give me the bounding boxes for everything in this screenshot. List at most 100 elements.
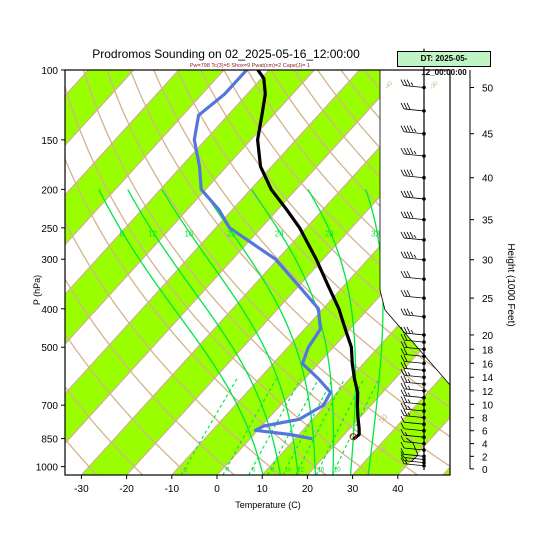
height-tick-label: 16 [482, 359, 494, 370]
wind-barb-flag [400, 251, 405, 258]
wind-point [422, 368, 426, 373]
mixing-ratio-lines [180, 378, 380, 475]
moist-adiabat-label: 28 [325, 230, 334, 239]
wind-barb-shaft [403, 381, 425, 385]
wind-barb-flag [406, 169, 411, 176]
p-tick-label: 250 [41, 224, 58, 235]
dry-adiabat [223, 70, 450, 325]
wind-barb-half [413, 234, 417, 239]
wind-barb-flag [403, 333, 408, 341]
wind-barb-shaft [403, 353, 425, 357]
mixing-ratio-label: 10 [285, 467, 292, 473]
mixing-ratio-label: 20 [334, 467, 341, 473]
mixing-ratio-line [267, 378, 320, 475]
wind-barb-shaft [403, 131, 425, 135]
wind-barb-flag [400, 416, 405, 423]
dry-adiabat [65, 438, 98, 475]
wind-barb-flag [400, 402, 405, 410]
mixing-ratio-label: 16 [318, 467, 325, 473]
wind-barb-flag [409, 211, 414, 218]
height-tick-label: 25 [482, 294, 494, 305]
dry-adiabat [199, 70, 450, 352]
wind-point [422, 409, 426, 413]
moist-adiabat [202, 189, 317, 475]
wind-barb-flag [406, 125, 411, 132]
wind-barb-flag [406, 79, 411, 86]
sounding-profiles [192, 70, 361, 441]
height-tick-label: 6 [482, 427, 488, 438]
wind-barb-flag [400, 211, 405, 218]
wind-point [422, 460, 426, 465]
mixing-ratio-line [222, 378, 277, 475]
wind-barb-flag [406, 270, 411, 278]
height-tick-label: 18 [482, 345, 494, 356]
dry-adiabat [0, 70, 51, 475]
isotherm [65, 70, 135, 147]
wind-barb-flag [400, 355, 405, 362]
wind-barb-flag [409, 147, 414, 155]
wind-barb-flag [403, 211, 408, 218]
p-tick-label: 700 [41, 401, 58, 412]
wind-barb-shaft [403, 447, 425, 451]
height-tick-label: 0 [482, 465, 488, 476]
chart-subtitle: Pw=798 Tc(3)=5 Shox=9 Pwat(cm)=2 Cape(J)… [190, 63, 310, 69]
mixing-ratio-line [315, 378, 365, 475]
wind-point [422, 354, 426, 359]
wind-barb-flag [403, 355, 408, 362]
wind-barb-flag [400, 169, 405, 176]
wind-barb-shaft [403, 415, 425, 419]
wind-barb-shaft [403, 453, 425, 457]
wind-barb-flag [400, 396, 405, 403]
p-tick-label: 400 [41, 305, 58, 316]
wind-barb-shaft [403, 421, 425, 425]
wind-barb-flag [403, 375, 408, 383]
moist-adiabat-label: 16 [184, 230, 193, 239]
wind-barb-flag [406, 231, 411, 239]
isotherm [65, 70, 406, 445]
height-tick-label: 8 [482, 414, 488, 425]
wind-barb-flag [403, 190, 408, 198]
wind-barb-flag [400, 125, 405, 132]
dry-adiabat [65, 157, 327, 475]
isotherm [65, 70, 180, 196]
wind-panel [379, 48, 451, 471]
x-axis-label: Temperature (C) [235, 500, 301, 510]
wind-barb-flag [403, 341, 408, 348]
p-tick-label: 300 [41, 255, 58, 266]
wind-barb-flag [400, 422, 405, 429]
isotherm-lines [65, 70, 450, 475]
wind-barb-flag [400, 231, 405, 239]
wind-barb-flag [400, 454, 405, 461]
moist-adiabat-label: 32 [371, 230, 380, 239]
height-tick-label: 50 [482, 84, 494, 95]
wind-barb-flag [409, 251, 414, 258]
moist-adiabat-label: 20 [227, 230, 236, 239]
wind-barb-flag [406, 211, 411, 218]
wind-barb-shaft [403, 428, 425, 432]
wind-barb-flag [403, 102, 408, 110]
dry-adiabat [82, 70, 419, 475]
wind-barb-flag [400, 382, 405, 390]
moist-adiabat-label: 8 [120, 230, 125, 239]
isotherm [65, 70, 270, 296]
wind-barb-flag [403, 382, 408, 390]
wind-barb-shaft [403, 374, 425, 378]
wind-barb-flag [400, 409, 405, 416]
wind-barb-flag [403, 402, 408, 410]
mixing-ratio-label: 12 [297, 467, 304, 473]
surface-marker [349, 433, 357, 441]
wind-point [422, 257, 426, 262]
wind-barb-shaft [403, 295, 425, 299]
wind-barb-flag [400, 102, 405, 110]
wind-barb-flag [403, 348, 408, 355]
isotherm [65, 70, 361, 395]
wind-barb-shaft [403, 153, 425, 157]
x-tick-label: 30 [347, 484, 359, 495]
height-tick-label: 45 [482, 130, 494, 141]
wind-barb-shaft [403, 175, 425, 179]
wind-barb-shaft [403, 85, 425, 88]
mixing-ratio-line [248, 378, 302, 475]
wind-barb-flag [400, 308, 405, 315]
wind-point [422, 428, 426, 433]
